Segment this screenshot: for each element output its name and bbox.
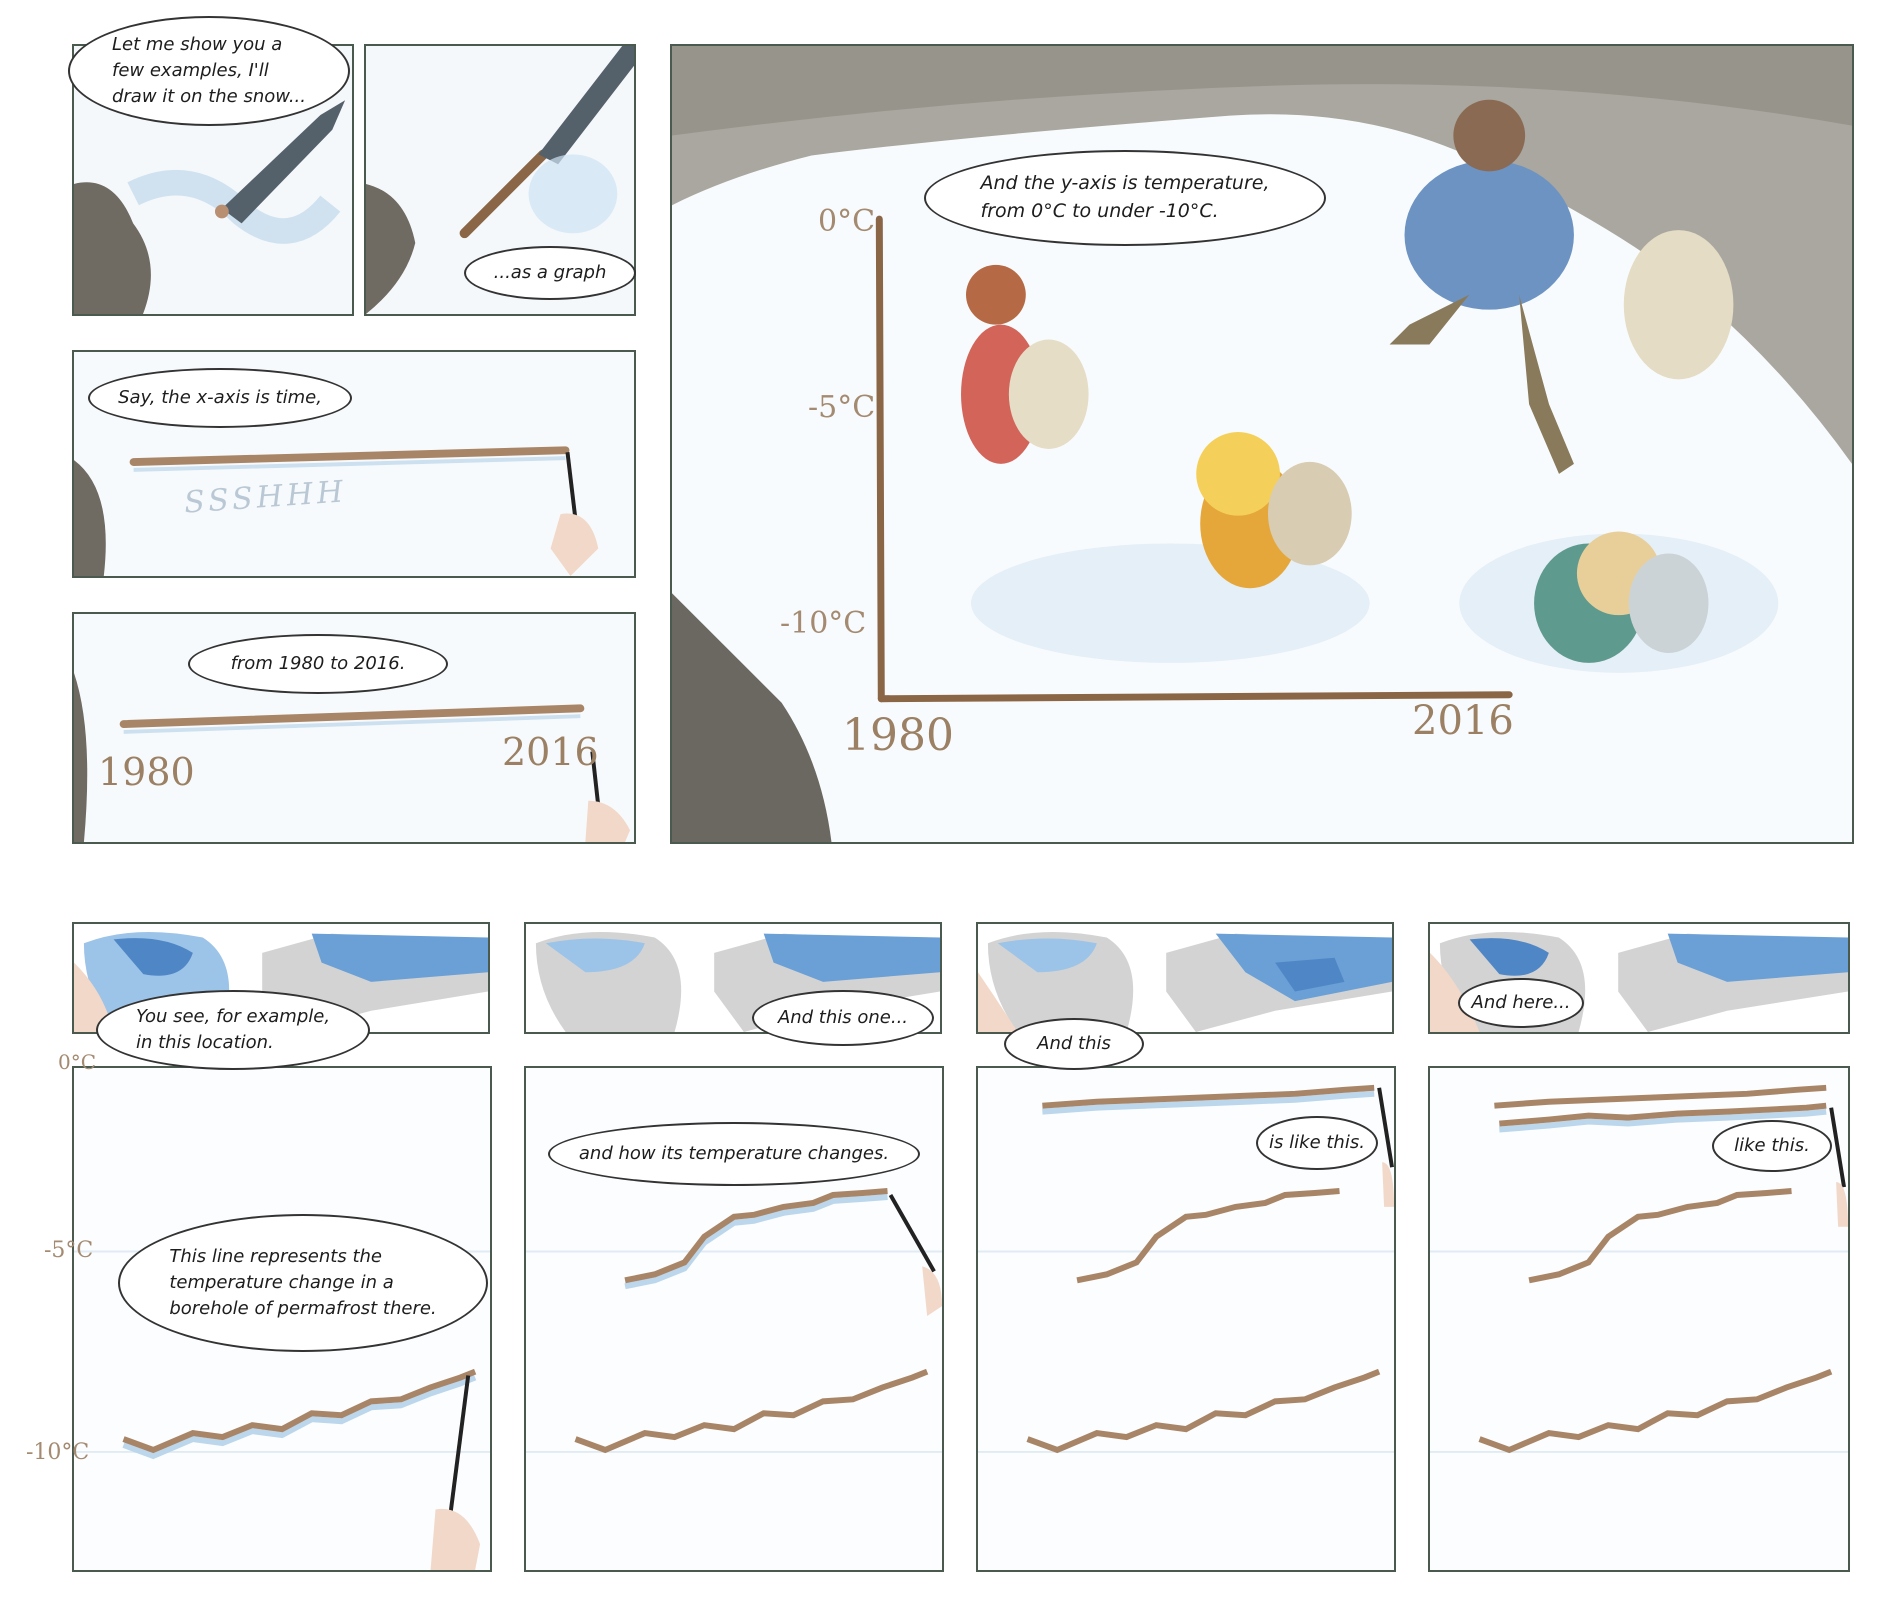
y-axis-label-0c-bottom: 0°C — [58, 1050, 97, 1074]
speech-bubble: You see, for example, in this location. — [96, 990, 370, 1070]
x-axis-label-2016: 2016 — [1412, 698, 1514, 744]
x-axis-label-1980: 1980 — [842, 710, 954, 761]
speech-bubble: from 1980 to 2016. — [188, 634, 448, 694]
speech-bubble: Say, the x-axis is time, — [88, 368, 352, 428]
y-axis-label-minus10c-bottom: -10°C — [26, 1440, 90, 1465]
year-start-label: 1980 — [98, 750, 195, 794]
panel-stick-line — [364, 44, 636, 316]
speech-bubble: ...as a graph — [464, 246, 636, 300]
y-axis-label-minus5c: -5°C — [808, 390, 876, 425]
speech-bubble: like this. — [1712, 1120, 1832, 1172]
speech-bubble: This line represents the temperature cha… — [118, 1214, 488, 1352]
snow-scene-overhead — [672, 46, 1852, 842]
speech-bubble: And the y-axis is temperature, from 0°C … — [924, 150, 1326, 246]
speech-bubble: and how its temperature changes. — [548, 1122, 920, 1186]
y-axis-label-0c: 0°C — [818, 204, 876, 239]
speech-bubble: And this one... — [752, 990, 934, 1046]
y-axis-label-minus10c: -10°C — [780, 606, 867, 641]
map-panel-3 — [976, 922, 1394, 1034]
speech-bubble: is like this. — [1256, 1116, 1378, 1170]
panel-big-graph: 0°C -5°C -10°C 1980 2016 — [670, 44, 1854, 844]
speech-bubble: Let me show you a few examples, I'll dra… — [68, 16, 350, 126]
world-map-permafrost — [978, 924, 1392, 1032]
speech-bubble: And this — [1004, 1018, 1144, 1070]
year-end-label: 2016 — [502, 730, 599, 774]
speech-bubble: And here... — [1458, 978, 1584, 1028]
y-axis-label-minus5c-bottom: -5°C — [44, 1238, 94, 1263]
